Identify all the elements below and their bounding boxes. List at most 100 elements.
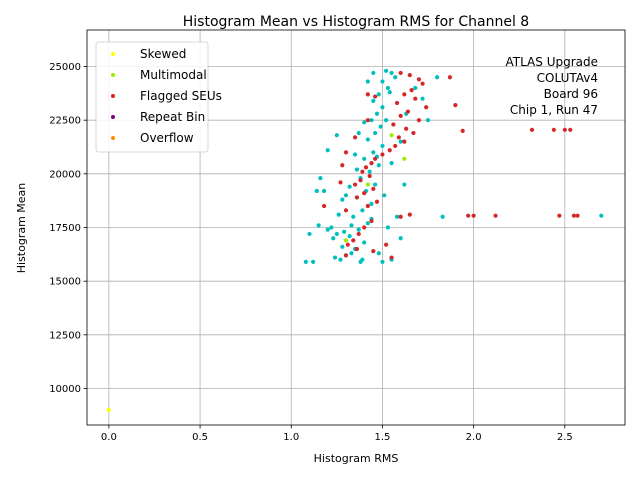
data-point <box>354 195 360 200</box>
data-point <box>407 72 412 78</box>
data-point <box>398 113 403 118</box>
data-point <box>354 246 360 252</box>
x-tick-label: 2.0 <box>466 432 482 443</box>
data-point <box>575 213 580 218</box>
data-point <box>356 231 361 237</box>
annotation-line-1: ATLAS Upgrade <box>505 55 598 69</box>
data-point <box>413 85 418 91</box>
data-point <box>393 143 398 149</box>
data-point <box>352 135 358 140</box>
data-point <box>367 169 372 174</box>
data-point <box>402 139 407 144</box>
data-point <box>409 88 414 93</box>
data-point <box>338 257 343 262</box>
data-point <box>367 173 372 179</box>
legend-label: Multimodal <box>140 68 207 82</box>
legend-marker <box>111 136 115 140</box>
data-point <box>396 135 401 140</box>
data-point <box>362 191 367 196</box>
data-point <box>562 127 567 132</box>
data-point <box>380 259 385 264</box>
data-point <box>365 92 370 97</box>
data-point <box>420 96 425 101</box>
legend: Skewed Multimodal Flagged SEUs Repeat Bin Ov… <box>95 41 222 153</box>
annotation-block: ATLAS Upgrade COLUTAv4 Board 96 Chip 1, … <box>505 55 598 117</box>
data-point <box>389 255 394 260</box>
data-point <box>362 240 367 245</box>
x-axis-label: Histogram RMS <box>314 452 399 465</box>
data-point <box>389 160 394 166</box>
legend-marker <box>111 73 115 77</box>
data-point <box>362 156 367 161</box>
y-tick-label: 10000 <box>49 384 81 395</box>
data-point <box>391 122 396 127</box>
data-point <box>387 148 392 153</box>
data-point <box>385 85 391 91</box>
data-point <box>343 253 349 258</box>
data-point <box>314 188 319 194</box>
data-point <box>334 231 339 237</box>
data-point <box>369 118 374 123</box>
data-point <box>383 118 389 123</box>
data-point <box>383 68 389 73</box>
data-point <box>373 156 378 161</box>
data-point <box>471 213 476 218</box>
data-point <box>365 79 370 84</box>
data-point <box>440 214 445 219</box>
data-point <box>325 148 330 153</box>
data-point <box>389 70 394 76</box>
legend-label: Repeat Bin <box>140 110 205 124</box>
data-point <box>571 213 577 218</box>
data-point <box>405 109 411 114</box>
data-point <box>402 156 407 161</box>
data-point <box>380 105 385 110</box>
legend-marker <box>111 52 115 56</box>
data-point <box>387 90 392 95</box>
data-point <box>382 193 387 198</box>
data-point <box>362 120 367 125</box>
data-point <box>347 184 352 189</box>
data-point <box>373 182 378 187</box>
x-axis-ticks: 0.0 0.5 1.0 1.5 2.0 2.5 <box>101 425 573 443</box>
data-point <box>402 92 407 97</box>
data-point <box>374 111 380 116</box>
data-point <box>383 242 389 247</box>
data-point <box>345 242 350 247</box>
data-point <box>424 105 429 110</box>
y-axis-label: Histogram Mean <box>15 183 28 274</box>
data-point <box>453 103 458 108</box>
data-point <box>425 118 431 123</box>
data-point <box>338 180 343 185</box>
data-point <box>380 79 385 84</box>
data-point <box>349 251 354 256</box>
data-point <box>360 169 365 174</box>
data-point <box>369 160 374 166</box>
data-point <box>407 212 412 217</box>
data-point <box>376 163 381 168</box>
y-tick-label: 22500 <box>49 116 81 127</box>
data-point <box>413 96 418 101</box>
data-point <box>398 214 403 219</box>
data-point <box>374 199 380 204</box>
data-point <box>332 255 338 260</box>
data-point <box>371 150 376 155</box>
data-point <box>389 133 394 138</box>
data-point <box>394 100 400 106</box>
data-point <box>360 208 365 213</box>
data-point <box>411 130 416 136</box>
y-axis-ticks: 10000 12500 15000 17500 20000 22500 25000 <box>49 62 87 395</box>
data-point <box>393 75 398 80</box>
data-point <box>321 203 327 209</box>
data-point <box>369 218 374 224</box>
data-point <box>354 167 360 172</box>
data-point <box>336 212 341 217</box>
data-point <box>106 407 111 413</box>
data-points <box>106 68 604 413</box>
data-point <box>373 94 378 99</box>
data-point <box>466 213 471 218</box>
data-point <box>307 231 312 237</box>
data-point <box>362 225 367 230</box>
data-point <box>349 223 354 228</box>
data-point <box>343 238 349 243</box>
data-point <box>331 236 336 241</box>
